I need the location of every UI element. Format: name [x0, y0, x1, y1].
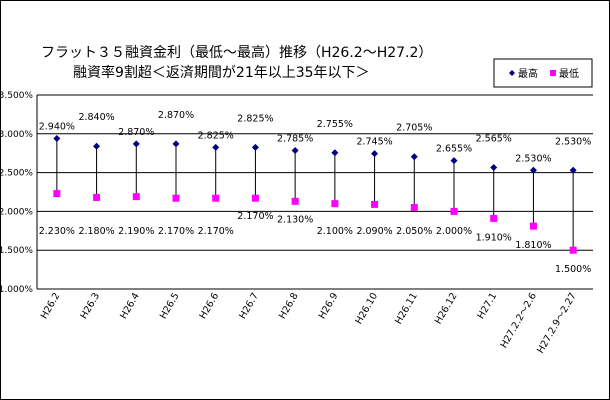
- x-tick-label: H26.12: [433, 291, 460, 326]
- x-tick-label: H27.1: [476, 291, 500, 321]
- y-tick-label: 3.500%: [1, 91, 33, 101]
- max-data-label: 2.870%: [118, 127, 154, 138]
- max-point: [172, 140, 180, 148]
- y-tick-label: 1.500%: [1, 246, 33, 256]
- y-tick-label: 2.500%: [1, 169, 33, 179]
- min-point: [450, 207, 458, 215]
- x-tick-label: H26.3: [78, 291, 102, 321]
- min-data-label: 2.050%: [396, 226, 432, 237]
- max-point: [251, 143, 259, 151]
- min-data-label: 2.130%: [277, 214, 313, 225]
- max-point: [53, 134, 61, 142]
- min-data-label: 1.810%: [515, 240, 551, 251]
- min-data-label: 2.170%: [158, 226, 194, 237]
- max-data-label: 2.825%: [237, 113, 273, 124]
- y-tick-label: 3.000%: [1, 130, 33, 140]
- max-point: [569, 166, 577, 174]
- max-data-label: 2.565%: [476, 134, 512, 145]
- max-point: [490, 164, 498, 172]
- x-tick-label: H26.2: [39, 291, 63, 321]
- max-data-label: 2.870%: [158, 110, 194, 121]
- max-point: [410, 153, 418, 161]
- min-point: [529, 222, 537, 230]
- max-data-label: 2.655%: [436, 144, 472, 155]
- max-data-label: 2.705%: [396, 123, 432, 134]
- max-point: [132, 140, 140, 148]
- min-point: [93, 193, 101, 201]
- y-tick-label: 1.000%: [1, 285, 33, 295]
- min-point: [410, 204, 418, 212]
- x-tick-label: H26.4: [118, 291, 142, 321]
- min-point: [251, 194, 259, 202]
- axes: [36, 95, 593, 290]
- x-tick-label: H26.10: [353, 291, 380, 326]
- max-data-label: 2.785%: [277, 133, 313, 144]
- max-data-label: 2.825%: [198, 130, 234, 141]
- x-tick-label: H26.5: [158, 291, 182, 321]
- min-data-label: 2.230%: [39, 226, 75, 237]
- min-point: [212, 194, 220, 202]
- max-point: [212, 143, 220, 151]
- min-point: [291, 197, 299, 205]
- x-tick-label: H26.8: [277, 291, 301, 321]
- x-tick-label: H26.9: [317, 291, 341, 321]
- min-data-label: 2.000%: [436, 226, 472, 237]
- min-data-label: 2.090%: [356, 226, 392, 237]
- max-data-label: 2.755%: [317, 119, 353, 130]
- min-point: [569, 246, 577, 254]
- y-axis-ticks: 1.000% 1.500% 2.000% 2.500% 3.000% 3.500%: [1, 91, 33, 295]
- x-tick-label: H27.2.9～2.27: [535, 291, 579, 355]
- x-tick-label: H26.6: [198, 291, 222, 321]
- max-data-label: 2.840%: [78, 112, 114, 123]
- x-tick-label: H26.7: [237, 291, 261, 321]
- max-data-labels: 2.940%2.840% 2.870% 2.870% 2.825%2.825% 2.78…: [39, 110, 592, 164]
- min-data-label: 1.910%: [476, 232, 512, 243]
- gridlines: [37, 94, 593, 251]
- legend-max-label: 最高: [518, 67, 538, 80]
- min-point: [331, 200, 339, 208]
- min-point: [172, 194, 180, 202]
- max-series: [53, 134, 577, 174]
- legend: 最高 最低: [493, 58, 593, 88]
- range-lines: [56, 138, 574, 251]
- min-data-label: 2.100%: [317, 226, 353, 237]
- legend-min-marker: [550, 70, 556, 76]
- chart-title: フラット３５融資金利（最低～最高）推移（H26.2～H27.2）: [41, 44, 432, 61]
- min-point: [371, 200, 379, 208]
- legend-max-marker: [509, 70, 515, 76]
- legend-min-label: 最低: [559, 67, 579, 80]
- x-axis-labels: H26.2 H26.3 H26.4 H26.5 H26.6 H26.7 H26.8 H26.9…: [39, 291, 579, 355]
- min-point: [490, 214, 498, 222]
- min-data-label: 2.170%: [198, 226, 234, 237]
- min-data-label: 2.170%: [237, 211, 273, 222]
- x-tick-label: H26.11: [393, 291, 420, 326]
- max-point: [93, 142, 101, 150]
- min-data-label: 2.190%: [118, 226, 154, 237]
- min-data-label: 1.500%: [555, 264, 591, 275]
- x-tick-label: H27.2.2～2.6: [499, 291, 540, 350]
- max-point: [529, 166, 537, 174]
- min-data-label: 2.180%: [78, 226, 114, 237]
- chart-subtitle: 融資率9割超＜返済期間が21年以上35年以下＞: [73, 64, 370, 81]
- max-data-label: 2.940%: [39, 121, 75, 132]
- max-point: [291, 146, 299, 154]
- max-point: [371, 150, 379, 158]
- max-data-label: 2.530%: [555, 136, 591, 147]
- min-series: [53, 190, 577, 254]
- min-data-labels: 2.230% 2.180% 2.190% 2.170% 2.170%2.170% 2.13…: [39, 211, 592, 275]
- min-point: [53, 190, 61, 198]
- max-point: [450, 157, 458, 165]
- y-tick-label: 2.000%: [1, 207, 33, 217]
- max-point: [331, 149, 339, 157]
- max-data-label: 2.530%: [515, 153, 551, 164]
- min-point: [132, 193, 140, 201]
- max-data-label: 2.745%: [356, 137, 392, 148]
